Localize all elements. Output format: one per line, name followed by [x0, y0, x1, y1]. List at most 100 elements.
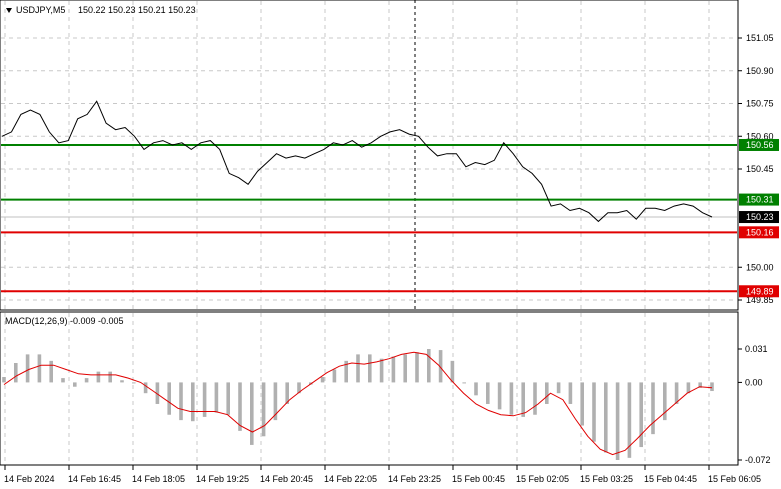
price-panel-frame [0, 0, 739, 311]
time-tick-label: 14 Feb 19:25 [196, 474, 249, 484]
time-tick-label: 14 Feb 2024 [4, 474, 55, 484]
level-tag-label: 150.23 [746, 212, 774, 222]
macd-bar [261, 382, 266, 437]
macd-bar [415, 352, 419, 383]
macd-bar [627, 382, 632, 458]
time-tick-label: 15 Feb 00:45 [452, 474, 505, 484]
macd-bar [604, 382, 608, 453]
macd-bar [167, 382, 171, 415]
macd-bar [202, 382, 207, 417]
macd-bar [698, 382, 702, 388]
macd-bar [545, 382, 549, 404]
macd-tick-label: -0.072 [745, 455, 771, 465]
time-tick-label: 15 Feb 06:05 [708, 474, 761, 484]
price-tick-label: 151.05 [746, 33, 774, 43]
level-tag-label: 150.31 [746, 195, 774, 205]
macd-bar [556, 382, 561, 394]
price-tick-labels: 151.05 150.90 150.75 150.60 150.45 150.00 149.… [738, 33, 774, 305]
macd-bar [132, 382, 136, 384]
macd-bar [179, 382, 183, 421]
macd-bar [238, 382, 242, 431]
macd-bar [273, 382, 278, 421]
macd-bar [84, 378, 89, 383]
dropdown-triangle-icon[interactable] [6, 8, 12, 13]
time-tick-label: 14 Feb 20:45 [260, 474, 313, 484]
time-tick-label: 14 Feb 16:45 [68, 474, 121, 484]
macd-bar [320, 377, 325, 383]
macd-bar [332, 369, 337, 383]
macd-bar [49, 360, 53, 383]
macd-bar [297, 382, 301, 394]
macd-bar [250, 382, 254, 445]
header: USDJPY,M5 150.22 150.23 150.21 150.23 [6, 5, 196, 15]
macd-bar [521, 382, 525, 417]
macd-bar [25, 354, 30, 383]
price-tick-label: 150.75 [746, 99, 774, 109]
macd-bar [61, 378, 65, 383]
time-tick-label: 15 Feb 04:45 [644, 474, 697, 484]
symbol-label: USDJPY,M5 [16, 5, 65, 15]
macd-bar [450, 360, 455, 383]
price-tick-label: 150.00 [746, 262, 774, 272]
price-tick-label: 150.45 [746, 164, 774, 174]
level-tag-150-31 [739, 193, 779, 206]
macd-tick-label: 0.00 [745, 377, 763, 387]
level-tag-150-16 [739, 226, 779, 239]
price-axis[interactable]: 151.05 150.90 150.75 150.60 150.45 150.00 149.… [738, 33, 779, 305]
level-tag-label: 150.56 [746, 140, 774, 150]
time-axis[interactable]: 14 Feb 2024 14 Feb 16:45 14 Feb 18:05 14 Fe… [4, 465, 761, 484]
time-tick-label: 15 Feb 03:25 [580, 474, 633, 484]
macd-bar [143, 382, 148, 394]
price-panel[interactable]: USDJPY,M5 150.22 150.23 150.21 150.23 [0, 0, 739, 465]
macd-bar [2, 377, 6, 383]
time-tick-label: 15 Feb 02:05 [516, 474, 569, 484]
ohlc-values: 150.22 150.23 150.21 150.23 [78, 5, 196, 15]
macd-tick-label: 0.031 [745, 344, 768, 354]
macd-bar [14, 363, 18, 383]
level-lines [1, 143, 737, 293]
level-tag-150-23 [739, 211, 779, 224]
macd-bar [37, 354, 42, 383]
macd-bar [615, 382, 620, 460]
macd-bar [533, 382, 537, 415]
macd-bar [391, 356, 396, 383]
macd-bar [486, 382, 490, 404]
macd-bar [191, 382, 195, 422]
macd-bar [368, 354, 372, 383]
price-grid [1, 1, 737, 309]
level-tag-label: 149.89 [746, 286, 774, 296]
macd-bar [462, 382, 466, 384]
time-tick-label: 14 Feb 22:05 [324, 474, 377, 484]
level-tag-149-89 [739, 285, 779, 298]
macd-bar [710, 382, 714, 392]
level-tag-label: 150.16 [746, 227, 774, 237]
macd-bar [639, 382, 643, 448]
macd-bar [474, 382, 478, 396]
macd-bar [497, 382, 502, 410]
macd-bar [226, 382, 230, 415]
macd-bar [356, 354, 360, 383]
macd-bar [686, 382, 691, 394]
price-tick-label: 150.60 [746, 131, 774, 141]
price-tick-label: 150.90 [746, 66, 774, 76]
macd-panel[interactable]: MACD(12,26,9) -0.009 -0.005 0.031 0.00 -0.… [0, 311, 771, 466]
macd-bar [403, 354, 407, 383]
macd-bar [120, 380, 124, 383]
macd-bar [73, 382, 77, 387]
macd-bar [592, 382, 596, 442]
macd-panel-frame [0, 311, 739, 466]
macd-bar [285, 382, 289, 404]
macd-bar [674, 382, 679, 404]
macd-signal-line [3, 351, 713, 456]
macd-bar [214, 382, 219, 413]
time-tick-label: 14 Feb 23:25 [388, 474, 441, 484]
macd-bar [663, 382, 667, 421]
macd-bar [580, 382, 584, 426]
macd-bar [379, 358, 384, 383]
macd-label: MACD(12,26,9) -0.009 -0.005 [5, 316, 124, 326]
price-tick-label: 149.85 [746, 295, 774, 305]
price-line [1, 100, 713, 223]
time-tick-label: 14 Feb 18:05 [132, 474, 185, 484]
macd-bar [568, 382, 573, 404]
